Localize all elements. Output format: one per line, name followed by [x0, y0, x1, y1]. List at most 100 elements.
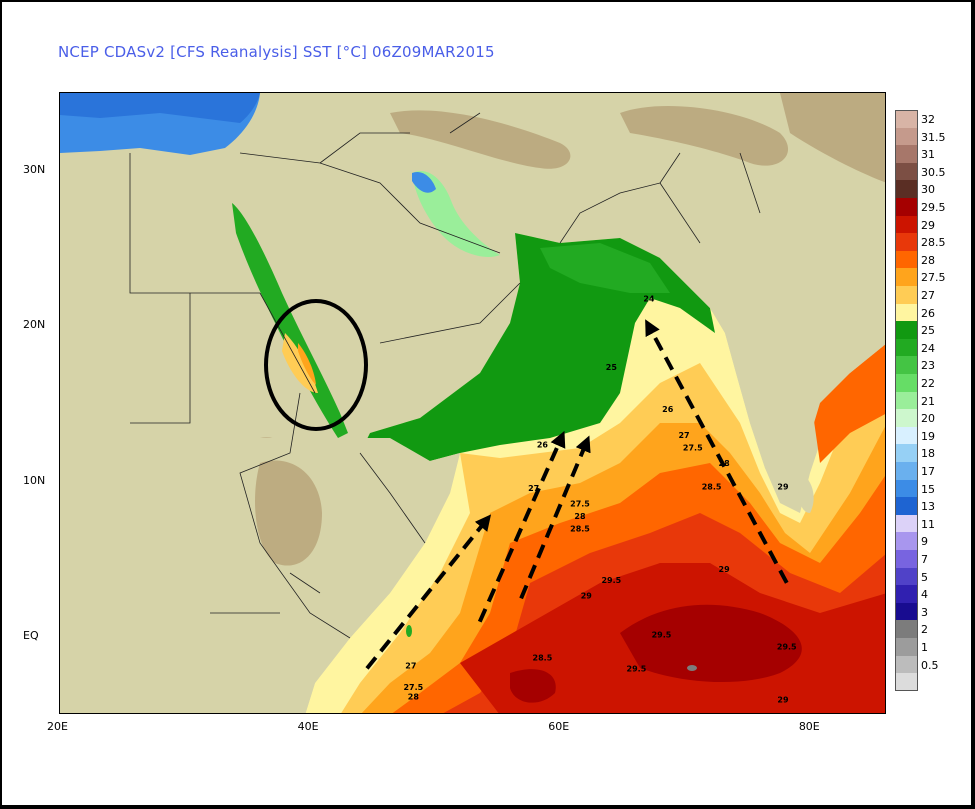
- contour-label: 28.5: [533, 654, 553, 663]
- arrows-group: [365, 319, 789, 670]
- contour-label: 28: [574, 512, 586, 521]
- legend-label: 21: [921, 394, 935, 408]
- lon-tick-label: 20E: [47, 720, 68, 733]
- flow-arrow: [365, 514, 492, 670]
- legend-label: 15: [921, 482, 935, 496]
- legend-swatch: [895, 145, 918, 163]
- bay-of-bengal: [810, 344, 885, 463]
- contour-label: 24: [643, 294, 655, 303]
- legend-label: 19: [921, 429, 935, 443]
- map-title: NCEP CDASv2 [CFS Reanalysis] SST [°C] 06…: [58, 43, 495, 61]
- legend-label: 22: [921, 377, 935, 390]
- contour-label: 27.5: [570, 500, 590, 509]
- lon-tick-label: 40E: [297, 720, 319, 733]
- country-borders: [129, 112, 761, 639]
- red-sea: [232, 203, 348, 438]
- contour-label: 29: [777, 696, 789, 705]
- india-land: [660, 203, 885, 498]
- legend-swatch: [895, 321, 918, 339]
- legend-label: 4: [921, 588, 928, 602]
- contour-label: 27.5: [683, 444, 703, 453]
- lon-tick-label: 60E: [548, 720, 570, 733]
- lon-tick-label: 80E: [798, 720, 820, 733]
- legend-label: 7: [921, 553, 928, 566]
- contour-label: 27: [528, 484, 539, 493]
- contour-label: 29: [581, 591, 593, 600]
- legend-swatch: [895, 620, 918, 638]
- legend-label: 0.5: [921, 658, 939, 672]
- legend-label: 31: [921, 148, 935, 162]
- legend-swatch: [895, 162, 918, 181]
- island-patch: [406, 625, 412, 637]
- legend-label: 18: [921, 447, 935, 461]
- legend-swatch: [895, 444, 918, 462]
- contour-label: 29: [719, 565, 731, 574]
- contour-label: 28: [408, 692, 420, 701]
- legend-swatch: [895, 198, 918, 216]
- legend-label: 24: [921, 341, 935, 355]
- legend-swatch: [895, 602, 918, 621]
- legend-label: 9: [921, 535, 928, 549]
- red-sea-highlight-circle: [264, 299, 368, 431]
- sst-map-svg: 242526262727.52828.5292727.52828.52828.5…: [60, 93, 885, 713]
- legend-swatch: [895, 426, 918, 445]
- legend-swatch: [895, 391, 918, 410]
- contour-label: 27: [405, 661, 416, 670]
- legend-label: 1: [921, 641, 928, 654]
- legend-swatch: [895, 286, 918, 304]
- contour-label: 27.5: [403, 683, 423, 692]
- legend-swatch: [895, 250, 918, 269]
- legend-label: 25: [921, 324, 935, 338]
- legend-label: 29: [921, 218, 935, 232]
- legend-label: 23: [921, 359, 935, 373]
- legend-label: 11: [921, 517, 935, 531]
- legend-label: 3: [921, 605, 928, 619]
- contour-label: 28.5: [702, 483, 722, 492]
- legend-swatch: [895, 127, 918, 146]
- legend-label: 30.5: [921, 165, 946, 179]
- flow-arrow: [645, 319, 789, 584]
- legend-label: 17: [921, 465, 935, 478]
- legend-swatch: [895, 409, 918, 427]
- legend-swatch: [895, 479, 918, 498]
- legend-label: 2: [921, 623, 928, 637]
- sst-map: 242526262727.52828.5292727.52828.52828.5…: [59, 92, 886, 714]
- legend-swatch: [895, 585, 918, 603]
- legend-swatch: [895, 338, 918, 357]
- legend-swatch: [895, 180, 918, 198]
- contour-label: 28: [719, 459, 731, 468]
- flow-arrow: [519, 435, 591, 600]
- lat-tick-label: 30N: [23, 162, 46, 176]
- legend-swatch: [895, 215, 918, 234]
- legend-label: 29.5: [921, 201, 946, 214]
- legend-swatch: [895, 374, 918, 392]
- legend-label: 28.5: [921, 236, 946, 250]
- island-patch: [687, 665, 697, 671]
- contour-label: 26: [662, 405, 674, 414]
- legend-label: 5: [921, 570, 928, 584]
- legend-swatch: [895, 655, 918, 674]
- legend-label: 13: [921, 500, 935, 514]
- legend-label: 28: [921, 253, 935, 267]
- legend-label: 27: [921, 289, 935, 302]
- legend-swatch: [895, 462, 918, 480]
- contour-label: 29.5: [652, 630, 672, 639]
- legend-swatch: [895, 497, 918, 515]
- contour-label: 27: [678, 431, 689, 440]
- contour-label: 28.5: [570, 525, 590, 534]
- contour-label: 29.5: [777, 643, 797, 652]
- contour-label: 25: [606, 363, 618, 372]
- legend-swatch: [895, 638, 918, 656]
- legend-swatch: [895, 550, 918, 568]
- legend-label: 27.5: [921, 271, 946, 285]
- legend-swatch: [895, 567, 918, 586]
- contour-label: 26: [537, 441, 549, 450]
- legend-swatch: [895, 303, 918, 322]
- legend-label: 30: [921, 183, 935, 197]
- lat-tick-label: 20N: [23, 318, 46, 332]
- persian-gulf: [412, 171, 500, 258]
- contour-label: 29.5: [627, 664, 647, 673]
- flow-arrow: [477, 430, 566, 623]
